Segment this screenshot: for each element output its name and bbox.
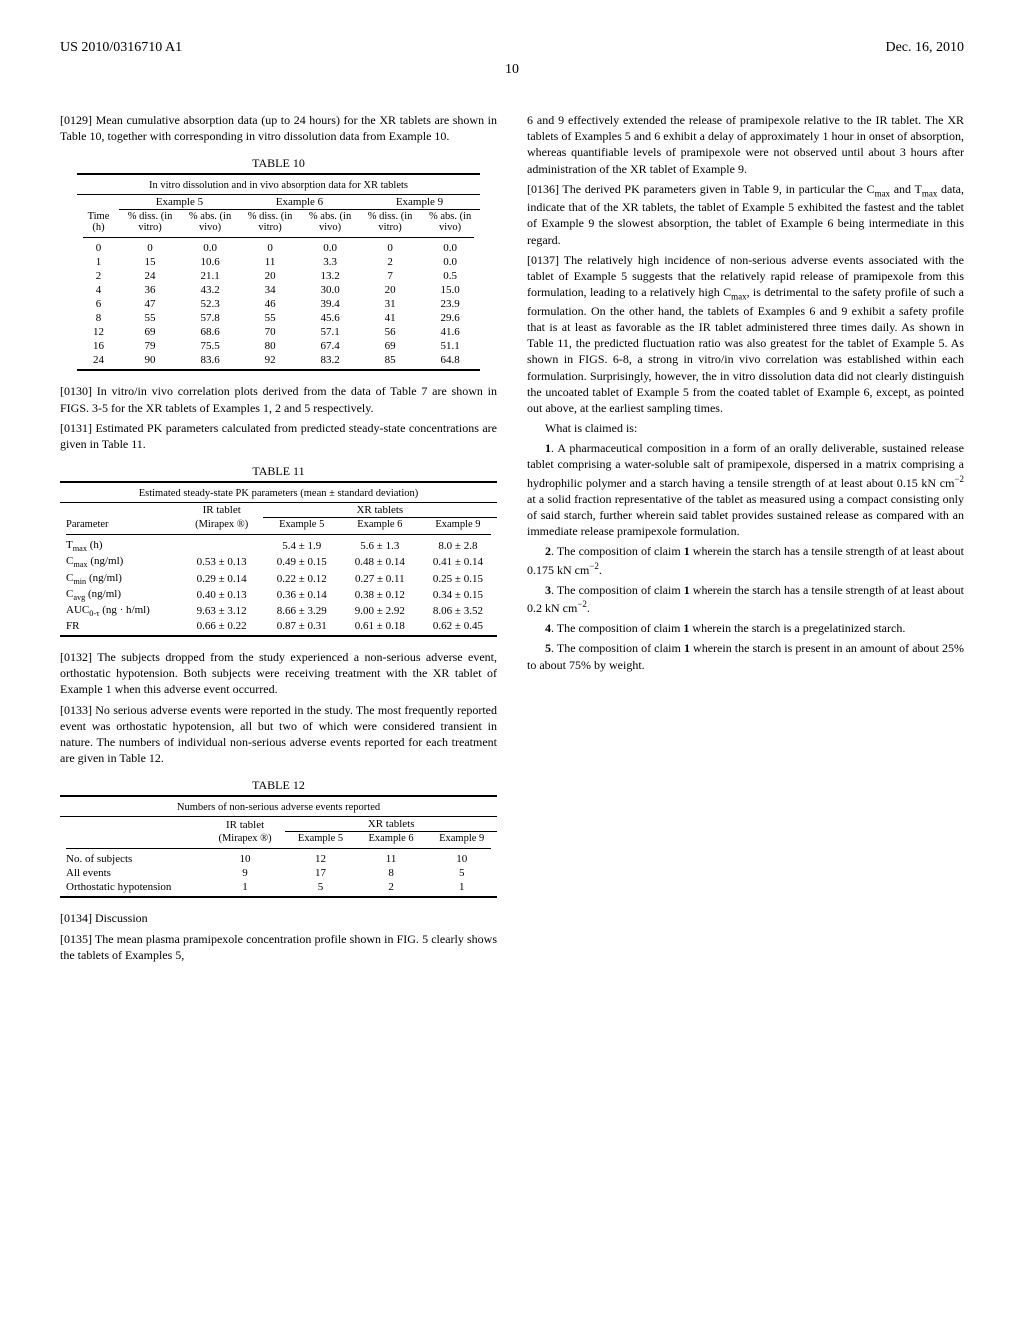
table-11-caption: Estimated steady-state PK parameters (me…: [60, 485, 497, 503]
table-12: TABLE 12 Numbers of non-serious adverse …: [60, 778, 497, 898]
table-row: 64752.34639.43123.9: [77, 297, 479, 311]
table-10-data: Example 5 Example 6 Example 9 Time (h) %…: [77, 195, 479, 367]
claim-4: 4. The composition of claim 1 wherein th…: [527, 620, 964, 636]
table-row: Cavg (ng/ml)0.40 ± 0.130.36 ± 0.140.38 ±…: [60, 587, 497, 603]
table-10: TABLE 10 In vitro dissolution and in viv…: [77, 156, 479, 371]
paragraph-0135: [0135] The mean plasma pramipexole conce…: [60, 931, 497, 963]
table-row: 167975.58067.46951.1: [77, 339, 479, 353]
table-row: 11510.6113.320.0: [77, 255, 479, 269]
table-row: 126968.67057.15641.6: [77, 325, 479, 339]
paragraph-0135-cont: 6 and 9 effectively extended the release…: [527, 112, 964, 177]
table-row: 43643.23430.02015.0: [77, 283, 479, 297]
table-11: TABLE 11 Estimated steady-state PK param…: [60, 464, 497, 637]
table-row: 22421.12013.270.5: [77, 269, 479, 283]
paragraph-0132: [0132] The subjects dropped from the stu…: [60, 649, 497, 698]
page-header: US 2010/0316710 A1 Dec. 16, 2010: [60, 40, 964, 56]
paragraph-0137: [0137] The relatively high incidence of …: [527, 252, 964, 416]
table-10-caption: In vitro dissolution and in vivo absorpt…: [77, 177, 479, 195]
table-row: AUC0-τ (ng · h/ml)9.63 ± 3.128.66 ± 3.29…: [60, 603, 497, 619]
paragraph-0133: [0133] No serious adverse events were re…: [60, 702, 497, 767]
table-row: No. of subjects10121110: [60, 852, 497, 866]
patent-number: US 2010/0316710 A1: [60, 40, 182, 56]
table-11-label: TABLE 11: [60, 464, 497, 479]
claim-2: 2. The composition of claim 1 wherein th…: [527, 543, 964, 577]
table-row: 000.000.000.0: [77, 241, 479, 255]
content-columns: [0129] Mean cumulative absorption data (…: [60, 108, 964, 967]
right-column: 6 and 9 effectively extended the release…: [527, 108, 964, 967]
left-column: [0129] Mean cumulative absorption data (…: [60, 108, 497, 967]
table-row: Tmax (h)5.4 ± 1.95.6 ± 1.38.0 ± 2.8: [60, 538, 497, 554]
paragraph-0131: [0131] Estimated PK parameters calculate…: [60, 420, 497, 452]
table-row: Orthostatic hypotension1521: [60, 880, 497, 894]
claim-1: 1. A pharmaceutical composition in a for…: [527, 440, 964, 539]
table-12-data: IR tablet XR tablets (Mirapex ®) Example…: [60, 817, 497, 894]
table-row: Cmax (ng/ml)0.53 ± 0.130.49 ± 0.150.48 ±…: [60, 554, 497, 570]
table-11-data: IR tablet XR tablets Parameter (Mirapex …: [60, 503, 497, 633]
claim-5: 5. The composition of claim 1 wherein th…: [527, 640, 964, 672]
table-row: All events91785: [60, 866, 497, 880]
paragraph-0130: [0130] In vitro/in vivo correlation plot…: [60, 383, 497, 415]
table-row: 249083.69283.28564.8: [77, 353, 479, 367]
table-12-caption: Numbers of non-serious adverse events re…: [60, 799, 497, 817]
paragraph-0134: [0134] Discussion: [60, 910, 497, 926]
table-row: Cmin (ng/ml)0.29 ± 0.140.22 ± 0.120.27 ±…: [60, 571, 497, 587]
table-row: FR0.66 ± 0.220.87 ± 0.310.61 ± 0.180.62 …: [60, 619, 497, 633]
publication-date: Dec. 16, 2010: [885, 40, 964, 56]
claim-3: 3. The composition of claim 1 wherein th…: [527, 582, 964, 616]
paragraph-0136: [0136] The derived PK parameters given i…: [527, 181, 964, 248]
table-12-label: TABLE 12: [60, 778, 497, 793]
table-row: 85557.85545.64129.6: [77, 311, 479, 325]
table-10-label: TABLE 10: [77, 156, 479, 171]
page-number: 10: [60, 62, 964, 78]
claims-intro: What is claimed is:: [527, 420, 964, 436]
paragraph-0129: [0129] Mean cumulative absorption data (…: [60, 112, 497, 144]
